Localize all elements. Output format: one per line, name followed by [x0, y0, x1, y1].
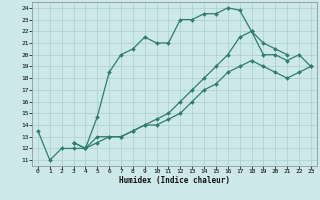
X-axis label: Humidex (Indice chaleur): Humidex (Indice chaleur) [119, 176, 230, 185]
